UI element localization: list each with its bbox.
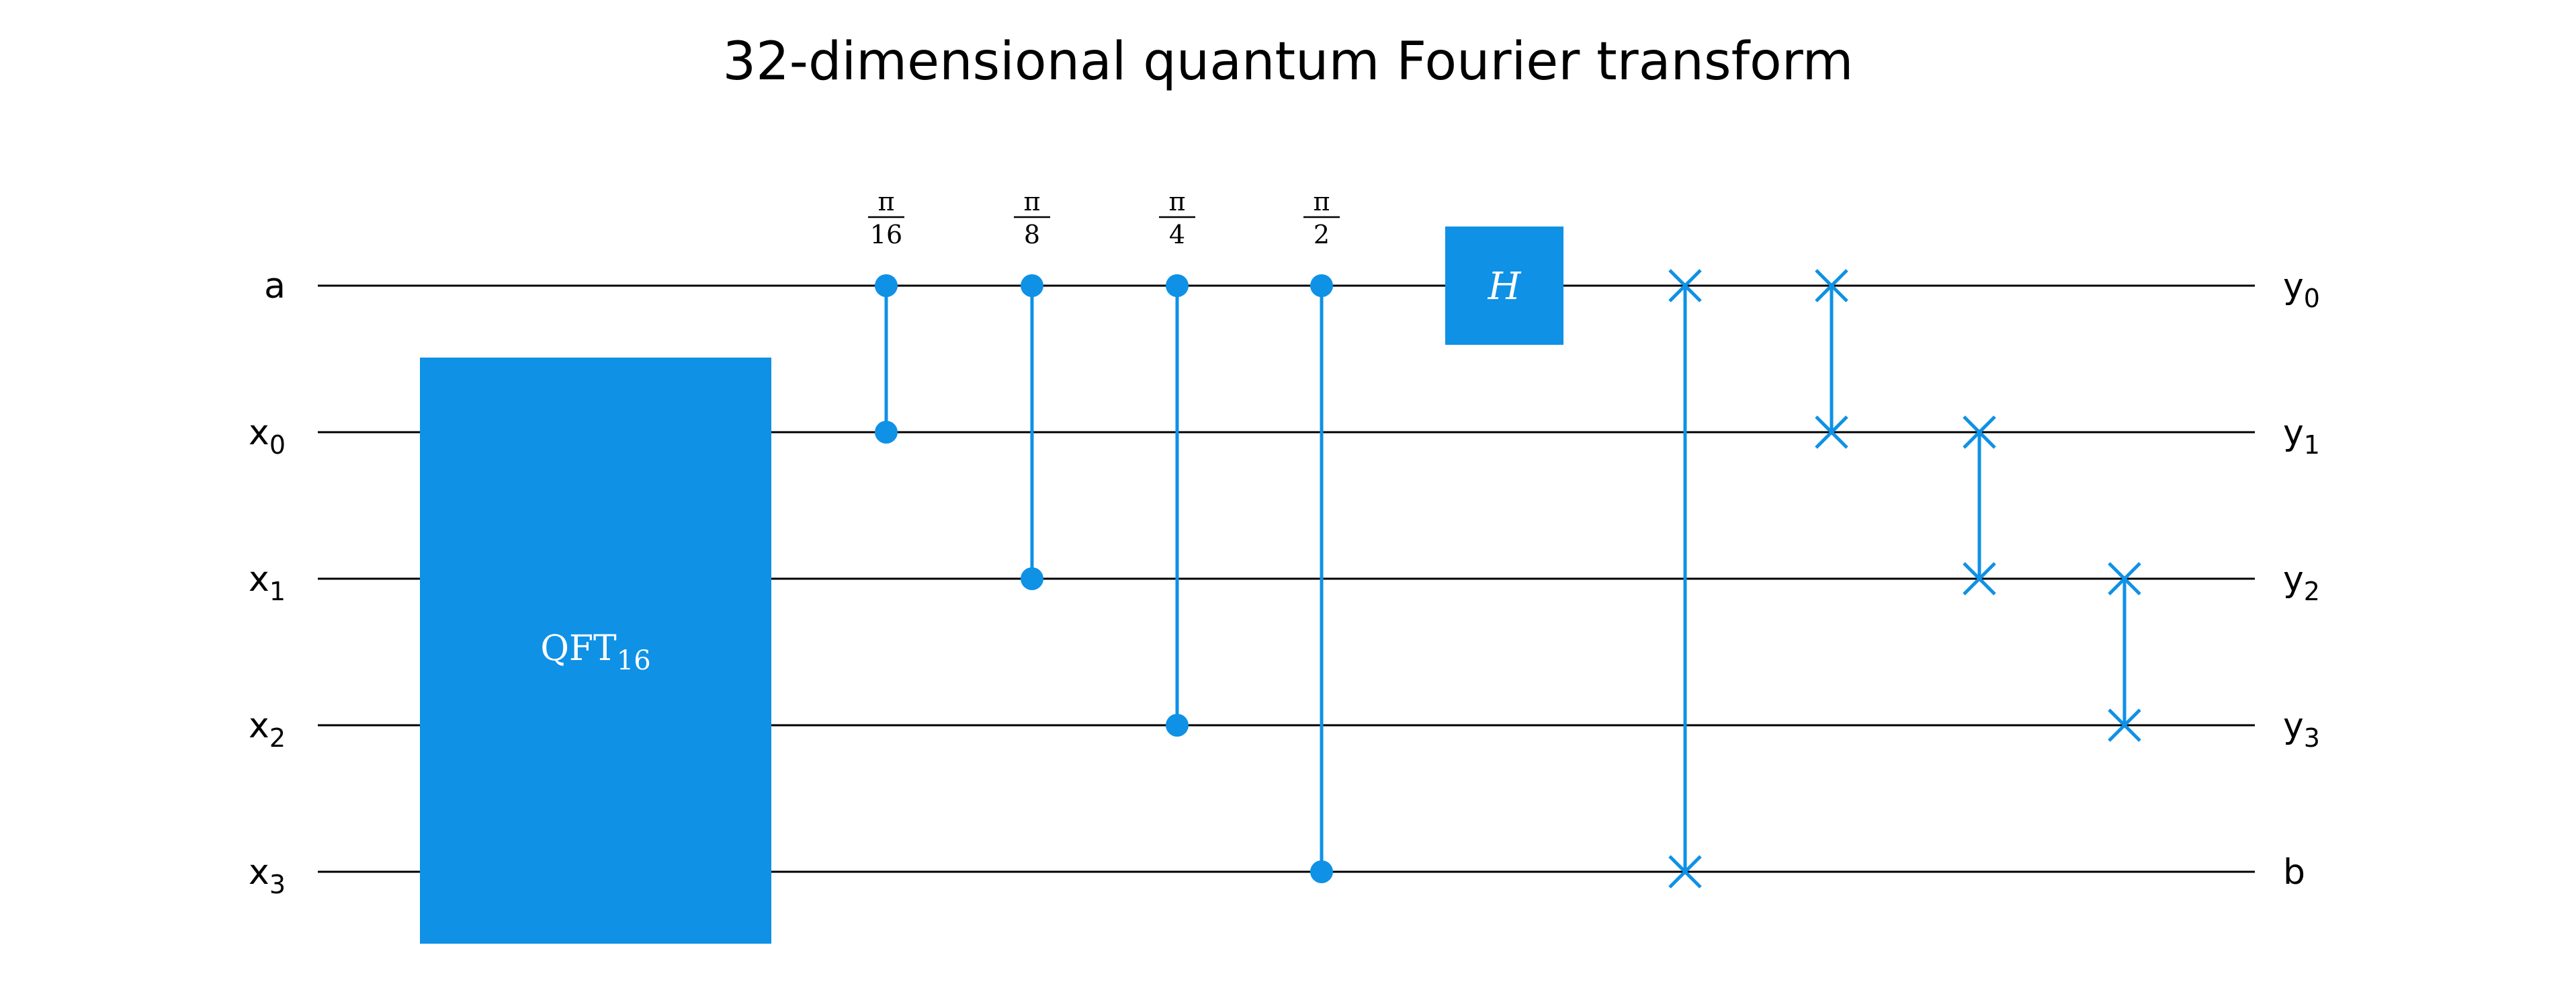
input-label-main: x xyxy=(249,706,269,746)
controlled-phase-gate: π 16 xyxy=(868,187,904,444)
output-label-subscript: 2 xyxy=(2304,577,2320,606)
input-label: x1 xyxy=(249,559,286,606)
input-label: x3 xyxy=(249,852,286,899)
hadamard-gate xyxy=(1445,227,1563,345)
swap-gate xyxy=(1668,269,1702,889)
output-label-main: y xyxy=(2283,266,2304,306)
swap-cross xyxy=(1963,415,1996,449)
swap-gate xyxy=(1815,269,1848,449)
swap-cross xyxy=(1668,269,1702,302)
diagram-title: 32-dimensional quantum Fourier transform xyxy=(723,32,1854,92)
output-label-subscript: 3 xyxy=(2304,723,2320,753)
swap-gate xyxy=(2108,562,2141,742)
input-label-subscript: 3 xyxy=(269,870,286,899)
input-label-subscript: 0 xyxy=(269,430,286,460)
swap-cross xyxy=(1815,415,1848,449)
qft-label: QFT16 xyxy=(540,628,650,676)
swap-cross xyxy=(2108,708,2141,742)
input-label: x0 xyxy=(249,413,286,460)
phase-numerator: π xyxy=(1024,187,1041,216)
swap-cross xyxy=(1963,562,1996,596)
swap-cross xyxy=(1815,269,1848,302)
input-label-subscript: 1 xyxy=(269,577,286,606)
phase-numerator: π xyxy=(878,187,895,216)
output-label: b xyxy=(2283,852,2305,893)
phase-denominator: 16 xyxy=(870,220,902,249)
phase-numerator: π xyxy=(1169,187,1186,216)
input-label-main: x xyxy=(249,852,269,893)
swap-gate xyxy=(1963,415,1996,596)
target-dot xyxy=(1166,714,1189,737)
output-label-main: y xyxy=(2283,706,2304,746)
input-label: a xyxy=(264,266,286,306)
control-dot xyxy=(1166,274,1189,297)
phase-denominator: 4 xyxy=(1169,220,1185,249)
output-label: y3 xyxy=(2283,706,2320,753)
controlled-phase-gate: π8 xyxy=(1014,187,1050,590)
control-dot xyxy=(1310,274,1333,297)
qft-block xyxy=(420,358,771,944)
output-label-main: b xyxy=(2283,852,2305,893)
input-label-main: a xyxy=(264,266,286,306)
output-label-main: y xyxy=(2283,559,2304,600)
controlled-phase-gate: π2 xyxy=(1303,187,1340,883)
swap-cross xyxy=(2108,562,2141,596)
output-label: y2 xyxy=(2283,559,2320,606)
swap-cross xyxy=(1668,855,1702,889)
hadamard-label: H xyxy=(1488,265,1522,309)
qft-label-main: QFT xyxy=(540,628,617,669)
output-label: y0 xyxy=(2283,266,2320,313)
phase-numerator: π xyxy=(1314,187,1330,216)
target-dot xyxy=(1310,860,1333,883)
output-label: y1 xyxy=(2283,413,2320,460)
phase-denominator: 2 xyxy=(1314,220,1330,249)
target-dot xyxy=(1021,567,1043,590)
input-label: x2 xyxy=(249,706,286,753)
control-dot xyxy=(1021,274,1043,297)
qft-label-subscript: 16 xyxy=(617,645,651,676)
input-label-subscript: 2 xyxy=(269,723,286,753)
phase-denominator: 8 xyxy=(1024,220,1040,249)
output-label-subscript: 0 xyxy=(2304,284,2320,313)
output-label-subscript: 1 xyxy=(2304,430,2320,460)
target-dot xyxy=(875,421,898,444)
controlled-phase-gate: π4 xyxy=(1159,187,1195,737)
control-dot xyxy=(875,274,898,297)
output-label-main: y xyxy=(2283,413,2304,453)
input-label-main: x xyxy=(249,559,269,600)
input-label-main: x xyxy=(249,413,269,453)
